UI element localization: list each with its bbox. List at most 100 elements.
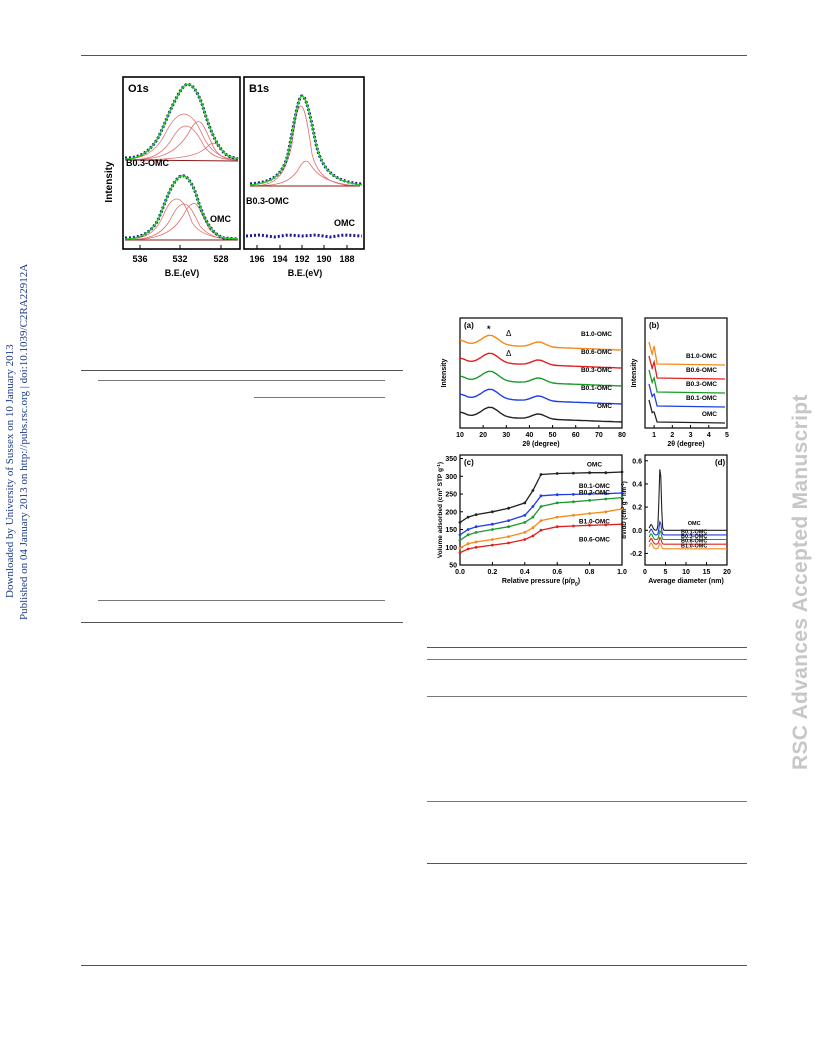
panel-b-tick-label-2: 3: [689, 432, 693, 439]
table-left-bottom-rule: [81, 622, 403, 623]
panel-c-point-3-6: [531, 526, 535, 530]
panel-c-xtick-label-1: 0.2: [488, 569, 498, 576]
panel-a-tick-label-1: 20: [479, 432, 487, 439]
panel-c-point-1-12: [620, 491, 624, 495]
download-notice: Downloaded by University of Sussex on 10…: [0, 0, 30, 1056]
panel-a-tick-label-5: 60: [572, 432, 580, 439]
panel-c-point-3-0: [458, 546, 462, 550]
b1s-tick-2: 192: [294, 254, 309, 264]
panel-c-series-label-3: B1.0-OMC: [579, 519, 610, 526]
panel-c-point-0-3: [491, 510, 494, 514]
download-notice-line1: Downloaded by University of Sussex on 10…: [4, 344, 16, 598]
table-left-top-rule: [81, 370, 403, 371]
panel-b-series-3: [648, 383, 726, 408]
panel-c-point-0-0: [458, 521, 462, 524]
panel-c-point-2-12: [620, 496, 624, 499]
panel-b-tick-label-0: 1: [652, 432, 656, 439]
panel-c-series-label-4: B0.6-OMC: [579, 536, 610, 543]
panel-a-label: (a): [464, 321, 474, 330]
panel-c-point-2-5: [523, 521, 527, 524]
panel-a-series-label-1: B0.6-OMC: [581, 349, 612, 356]
panel-b-series-label-4: OMC: [702, 411, 717, 418]
panel-c-point-0-2: [474, 513, 478, 516]
panel-b-series-label-2: B0.3-OMC: [686, 381, 717, 388]
panel-a-tick-label-4: 50: [549, 432, 557, 439]
panel-a-series-1: [459, 352, 623, 369]
panel-c-xtick-label-3: 0.6: [552, 569, 562, 576]
panel-b-series-4: [648, 399, 726, 424]
panel-d-xtick-label-4: 20: [723, 569, 731, 576]
panel-c-point-3-3: [491, 538, 494, 541]
panel-c-point-3-12: [620, 507, 624, 511]
b1s-bottom-data: [245, 233, 363, 239]
panel-d-series-4: [648, 542, 727, 550]
panel-c-point-1-10: [588, 492, 591, 496]
o1s-label-top: B0.3-OMC: [126, 158, 170, 168]
panel-d-ytick-label-1: 0.0: [632, 528, 642, 535]
panel-c-ytick-label-5: 300: [445, 474, 457, 481]
panel-c-xtick-label-0: 0.0: [455, 569, 465, 576]
o1s-title: O1s: [128, 83, 149, 95]
b1s-top-fit: [249, 95, 363, 186]
panel-c-point-4-6: [531, 534, 535, 538]
o1s-panel: O1s B0.3-OMC OMC 536 532 528 B.E.(eV): [122, 76, 241, 278]
panel-c-point-1-2: [474, 525, 478, 529]
b1s-xlabel: B.E.(eV): [288, 268, 323, 278]
panel-c-frame: [459, 454, 623, 566]
panel-c-label: (c): [464, 458, 474, 467]
panel-d-series-label-2: B0.3-OMC: [681, 534, 707, 540]
panel-a-tick-label-7: 80: [618, 432, 626, 439]
panel-c-ytick-label-6: 350: [445, 456, 457, 463]
panel-c-xtick-label-2: 0.4: [520, 569, 530, 576]
panel-a-series-label-4: OMC: [597, 403, 612, 410]
table-right-body-rule1: [427, 696, 747, 697]
download-notice-line2: Published on 04 January 2013 on http://p…: [18, 263, 30, 620]
panel-a-frame: [459, 317, 623, 429]
panel-c-xlabel: Relative pressure (p/p0): [502, 578, 580, 588]
panel-d-series-1: [648, 520, 727, 536]
panel-b-tick-label-4: 5: [725, 432, 729, 439]
panel-a-series-label-3: B0.1-OMC: [581, 385, 612, 392]
panel-c-point-3-2: [474, 540, 478, 544]
panel-c-point-1-5: [523, 513, 527, 517]
table-left-header-rule2: [254, 397, 385, 398]
panel-c-point-1-9: [572, 493, 575, 496]
panel-c-point-3-10: [588, 512, 591, 515]
panel-c-point-1-1: [466, 528, 470, 531]
panel-b-series-0: [648, 341, 726, 366]
panel-d-series-3: [648, 536, 727, 545]
panel-c-point-3-9: [572, 513, 575, 517]
table-right-body-rule2: [427, 801, 747, 802]
panel-c-point-1-3: [491, 522, 494, 526]
panel-a-ylabel: Intensity: [441, 359, 448, 388]
panel-c-point-4-4: [507, 541, 510, 545]
panel-c-point-2-8: [555, 501, 559, 505]
panel-b-series-label-1: B0.6-OMC: [686, 367, 717, 374]
o1s-tick-0: 536: [132, 254, 147, 264]
watermark-text: RSC Advances Accepted Manuscript: [789, 394, 812, 770]
panel-c-ytick-label-2: 150: [445, 527, 457, 534]
panel-b-series-1: [648, 355, 726, 380]
o1s-label-bottom: OMC: [210, 214, 231, 224]
o1s-bottom-data: [124, 174, 239, 241]
o1s-tick-1: 532: [172, 254, 187, 264]
panel-c-point-0-8: [555, 472, 559, 475]
panel-d-ytick-label-2: 0.2: [632, 505, 642, 512]
panel-c-point-2-0: [458, 538, 462, 542]
panel-d-xtick-label-1: 5: [664, 569, 668, 576]
panel-c-ytick-label-3: 200: [445, 509, 457, 516]
xps-figure: Intensity O1s B0.3-OMC OMC 536 532 528 B…: [104, 76, 365, 278]
panel-c-point-4-12: [620, 522, 624, 526]
panel-c-xtick-label-4: 0.8: [585, 569, 595, 576]
panel-a-tick-label-0: 10: [456, 432, 464, 439]
panel-a-tick-label-3: 40: [526, 432, 534, 439]
panel-d-series-0: [648, 469, 727, 531]
panel-d-ylabel: dV/dD (cm3 g-1 nm-1): [620, 481, 629, 539]
panel-c-point-3-4: [507, 535, 510, 538]
panel-c-ytick-label-4: 250: [445, 492, 457, 499]
panel-c-point-4-7: [539, 528, 543, 532]
panel-c-point-2-6: [531, 515, 535, 519]
b1s-tick-4: 188: [339, 254, 354, 264]
panel-a-marker-delta-1: Δ: [506, 329, 512, 338]
